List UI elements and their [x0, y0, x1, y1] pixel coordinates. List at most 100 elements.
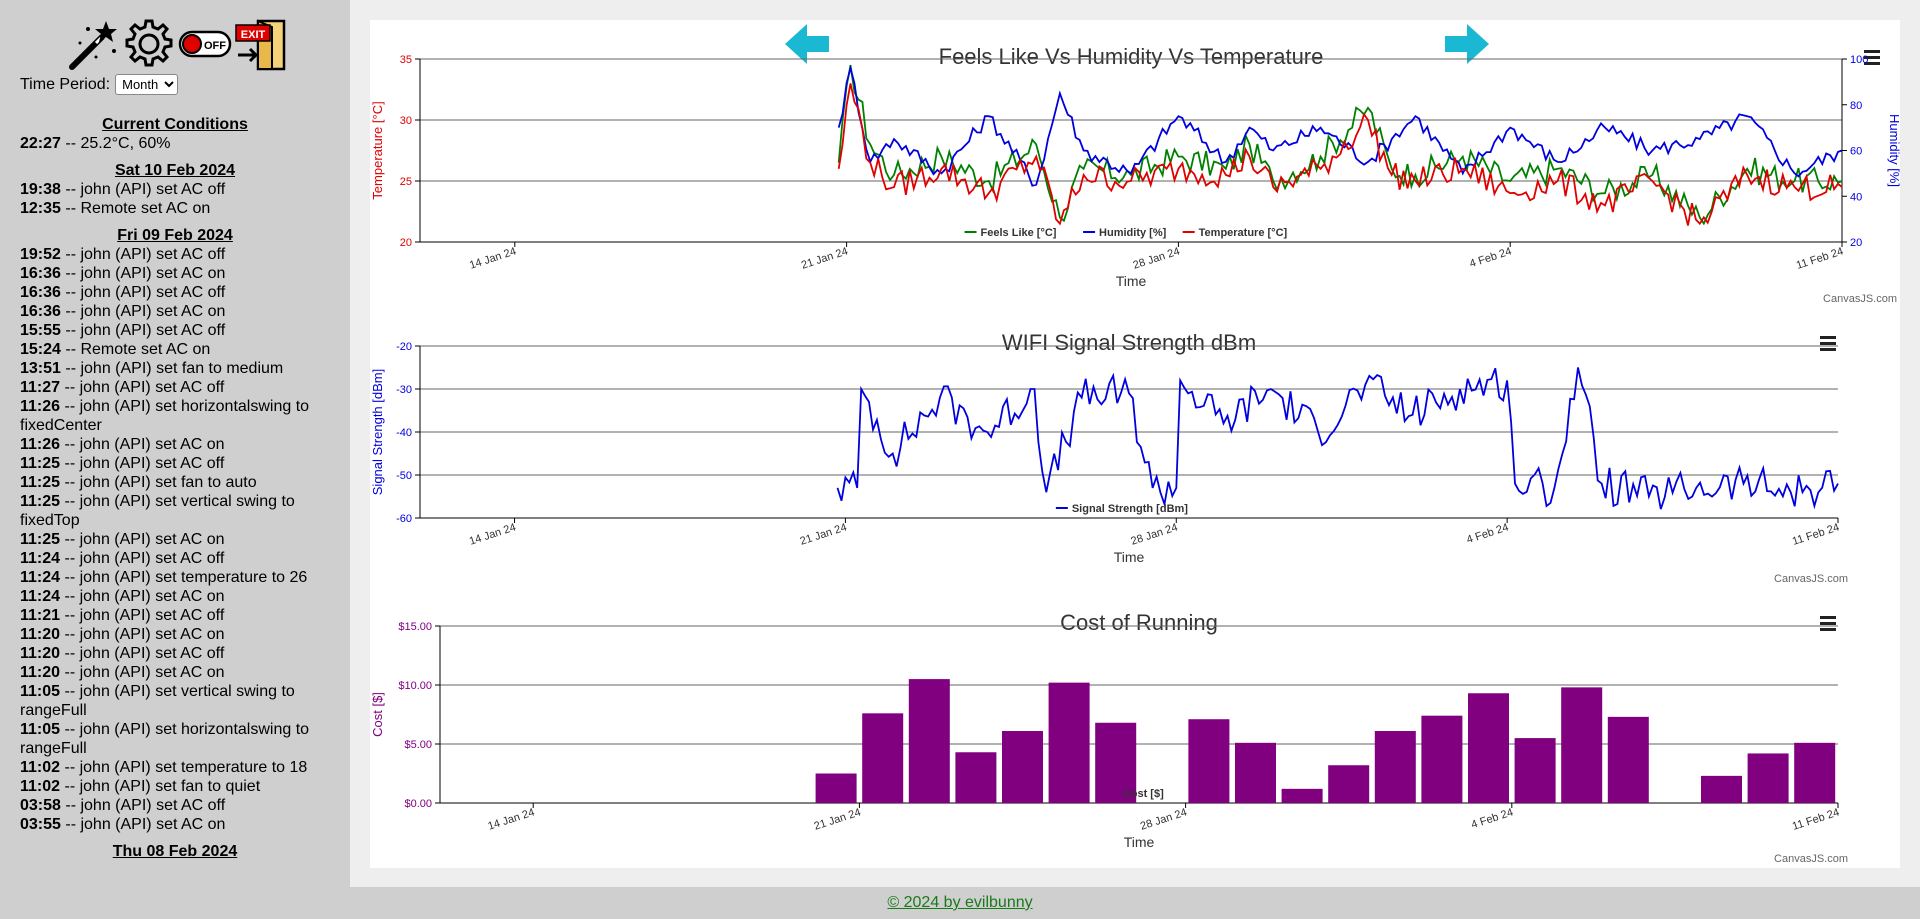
log-entry-text: -- john (API) set AC off	[65, 322, 226, 339]
log-entry-text: -- john (API) set AC off	[64, 607, 225, 624]
arrow-right-icon[interactable]	[1445, 24, 1489, 64]
log-entry: 11:27 -- john (API) set AC off	[20, 378, 330, 397]
log-entry: 11:24 -- john (API) set AC off	[20, 549, 330, 568]
x-tick-label: 14 Jan 24	[486, 806, 536, 832]
chart-title: WIFI Signal Strength dBm	[1002, 330, 1256, 355]
log-entry-time: 13:51	[20, 360, 61, 377]
log-entry: 19:38 -- john (API) set AC off	[20, 180, 330, 199]
log-entry: 11:25 -- john (API) set AC off	[20, 454, 330, 473]
log-entry-time: 11:24	[20, 550, 61, 567]
off-label: OFF	[204, 40, 226, 52]
plot-area	[837, 64, 1843, 226]
bar-2024-01-24	[1001, 731, 1044, 803]
log-entry-text: -- john (API) set fan to medium	[65, 360, 284, 377]
menu-line	[1820, 342, 1836, 345]
gear-icon[interactable]	[122, 17, 176, 71]
hamburger-menu-icon[interactable]	[1820, 336, 1836, 351]
x-axis-label: Time	[1116, 273, 1147, 289]
log-entry-text: -- john (API) set AC off	[64, 550, 225, 567]
bar-2024-01-28	[1188, 719, 1230, 803]
log-entry-text: -- john (API) set AC off	[65, 246, 226, 263]
bar-2024-02-02	[1421, 715, 1463, 803]
y-tick-label: $10.00	[398, 680, 432, 692]
hamburger-menu-icon[interactable]	[1864, 50, 1880, 65]
cost-of-running-chart: Cost of Running $0.00 $5.00 $10.00 $15.00 Cos…	[370, 588, 1900, 868]
hamburger-menu-icon[interactable]	[1820, 616, 1836, 631]
x-tick-label: 14 Jan 24	[468, 245, 518, 271]
log-entry-text: -- john (API) set AC on	[64, 626, 225, 643]
log-entry: 11:02 -- john (API) set temperature to 1…	[20, 758, 330, 777]
y2-tick-label: 100	[1850, 54, 1868, 66]
temperature-humidity-chart: Feels Like Vs Humidity Vs Temperature 20 2…	[370, 20, 1900, 308]
power-off-icon[interactable]: OFF	[178, 17, 232, 71]
log-entry: 13:51 -- john (API) set fan to medium	[20, 359, 330, 378]
log-entry-time: 11:25	[20, 531, 61, 548]
log-entry-time: 11:25	[20, 474, 61, 491]
log-entry-time: 03:58	[20, 797, 61, 814]
log-entry-text: -- john (API) set AC on	[64, 664, 225, 681]
log-entry-time: 15:24	[20, 341, 61, 358]
legend-label: Feels Like [°C]	[981, 227, 1057, 239]
exit-door-icon[interactable]: EXIT	[234, 17, 288, 71]
magic-wand-icon[interactable]	[66, 17, 120, 71]
legend-label: Cost [$]	[1123, 788, 1164, 800]
log-entry-time: 03:55	[20, 816, 61, 833]
x-tick-label: 4 Feb 24	[1468, 245, 1513, 270]
log-entry-time: 11:02	[20, 778, 61, 795]
log-entry: 11:25 -- john (API) set fan to auto	[20, 473, 330, 492]
log-entry-text: -- john (API) set vertical swing to fixe…	[20, 493, 295, 529]
log-entry-text: -- john (API) set temperature to 26	[64, 569, 308, 586]
chart-title: Feels Like Vs Humidity Vs Temperature	[939, 44, 1324, 69]
legend: Feels Like [°C] Humidity [%] Temperature […	[964, 227, 1288, 239]
y-axis-label: Temperature [°C]	[370, 101, 385, 199]
log-entry-time: 11:20	[20, 664, 61, 681]
arrow-left-icon[interactable]	[785, 24, 829, 64]
y-tick-label: 25	[400, 176, 412, 188]
y-tick-label: $0.00	[404, 798, 432, 810]
footer-link[interactable]: © 2024 by evilbunny	[887, 894, 1033, 911]
log-entry: 19:52 -- john (API) set AC off	[20, 245, 330, 264]
log-entry: 22:27 -- 25.2°C, 60%	[20, 134, 330, 153]
menu-line	[1820, 622, 1836, 625]
chart-title: Cost of Running	[1060, 610, 1218, 635]
menu-line	[1820, 348, 1836, 351]
log-entry: 11:02 -- john (API) set fan to quiet	[20, 777, 330, 796]
y-tick-label: -60	[396, 513, 412, 525]
exit-label: EXIT	[241, 29, 266, 41]
log-entry: 11:05 -- john (API) set horizontalswing …	[20, 720, 330, 758]
log-entry-text: -- john (API) set horizontalswing to fix…	[20, 398, 310, 434]
time-period-select[interactable]: Month	[115, 74, 179, 95]
log-entry: 11:20 -- john (API) set AC on	[20, 663, 330, 682]
log-entry-text: -- john (API) set AC off	[64, 645, 225, 662]
log-entry-text: -- john (API) set AC on	[64, 588, 225, 605]
log-entry-text: -- john (API) set AC off	[65, 284, 226, 301]
chart-svg: Cost of Running $0.00 $5.00 $10.00 $15.00 Cos…	[370, 610, 1848, 865]
log-entry: 16:36 -- john (API) set AC off	[20, 283, 330, 302]
log-entry: 15:24 -- Remote set AC on	[20, 340, 330, 359]
bar-2024-01-22	[908, 679, 950, 803]
footer: © 2024 by evilbunny	[0, 887, 1920, 919]
log-entry: 11:20 -- john (API) set AC on	[20, 625, 330, 644]
x-tick-label: 11 Feb 24	[1795, 245, 1845, 271]
plot-area	[815, 679, 1836, 803]
log-entry: 11:24 -- john (API) set temperature to 2…	[20, 568, 330, 587]
menu-line	[1820, 628, 1836, 631]
log-entry-time: 11:27	[20, 379, 61, 396]
log-entry-time: 16:36	[20, 303, 61, 320]
log-entry-time: 11:20	[20, 626, 61, 643]
log-entry-time: 12:35	[20, 200, 61, 217]
sidebar: OFF EXIT Time Period: Month Current Cond…	[0, 0, 350, 887]
y-tick-label: -40	[396, 427, 412, 439]
canvasjs-credit: CanvasJS.com	[1774, 573, 1848, 585]
series-line-0	[836, 367, 1839, 510]
log-day-heading: Sat 10 Feb 2024	[114, 162, 236, 179]
x-tick-label: 28 Jan 24	[1130, 521, 1180, 547]
bar-2024-02-10	[1794, 742, 1836, 803]
x-tick-label: 14 Jan 24	[468, 521, 518, 547]
log-entry: 03:55 -- john (API) set AC on	[20, 815, 330, 834]
menu-line	[1864, 56, 1880, 59]
log-entry-time: 11:26	[20, 398, 61, 415]
x-tick-label: 11 Feb 24	[1791, 806, 1841, 832]
log-entry-time: 16:36	[20, 284, 61, 301]
bar-2024-02-04	[1514, 738, 1556, 803]
